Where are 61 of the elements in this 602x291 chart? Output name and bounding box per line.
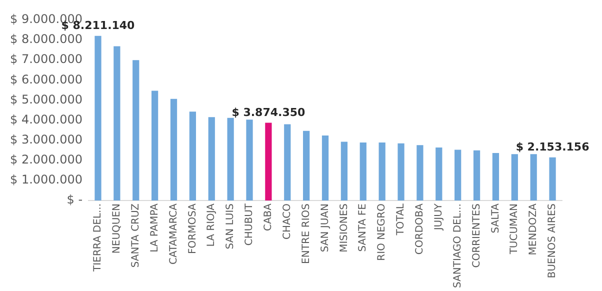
bar <box>114 46 120 200</box>
x-tick-label: SANTA FE <box>358 204 369 252</box>
bar <box>549 157 556 200</box>
y-tick-label: $ 3.000.000 <box>10 132 83 146</box>
x-tick-label: RIO NEGRO <box>376 203 388 261</box>
x-tick-label: FORMOSA <box>187 203 198 254</box>
x-tick-label: SAN LUIS <box>225 204 236 250</box>
bar <box>530 154 537 200</box>
data-label: $ 3.874.350 <box>232 106 306 120</box>
x-tick-label: CHACO <box>282 203 293 240</box>
bar <box>94 36 102 200</box>
x-tick-label: TOTAL <box>396 203 407 236</box>
y-tick-label: $ 6.000.000 <box>10 72 83 86</box>
bar <box>132 60 140 200</box>
x-tick-label: MISIONES <box>338 204 350 252</box>
bar <box>416 145 424 200</box>
x-tick-label: LA PAMPA <box>149 203 160 252</box>
bar <box>436 148 442 200</box>
x-tick-label: CHUBUT <box>244 202 256 246</box>
x-tick-label: SANTA CRUZ <box>130 203 142 268</box>
y-tick-label: $ 1.000.000 <box>10 172 83 187</box>
bar <box>454 150 462 200</box>
x-tick-label: MENDOZA <box>528 203 540 256</box>
x-tick-label: TUCUMAN <box>509 204 520 256</box>
x-tick-label: SANTIAGO DEL... <box>452 204 464 288</box>
x-tick-label: JUJUY <box>433 202 444 232</box>
bar <box>265 122 272 200</box>
x-tick-label: ENTRE RIOS <box>300 204 312 264</box>
bar <box>189 112 196 200</box>
bar <box>151 90 158 200</box>
bar <box>170 98 178 200</box>
bar <box>378 142 386 200</box>
x-tick-label: TIERRA DEL... <box>92 204 104 273</box>
y-tick-label: $ 8.000.000 <box>10 32 83 46</box>
x-tick-label: SALTA <box>490 203 502 234</box>
bar <box>303 130 310 200</box>
x-tick-label: SAN JUAN <box>320 204 331 252</box>
x-tick-label: CATAMARCA <box>168 203 180 264</box>
x-tick-label: CORDOBA <box>414 203 426 255</box>
y-tick-label: $ 2.000.000 <box>10 152 83 167</box>
bar <box>322 136 329 200</box>
x-tick-label: LA RIOJA <box>206 203 218 247</box>
bar <box>511 154 518 200</box>
bar <box>360 142 366 200</box>
x-tick-label: CABA <box>263 203 274 232</box>
y-tick-label: $ 5.000.000 <box>10 92 83 106</box>
data-label: $ 2.153.156 <box>516 140 590 154</box>
bar <box>492 152 500 200</box>
bar <box>246 120 253 200</box>
y-tick-label: $ 4.000.000 <box>10 112 83 126</box>
x-tick-label: NEUQUEN <box>112 204 123 254</box>
bar <box>208 117 215 200</box>
y-tick-label: $ - <box>66 192 83 207</box>
bar <box>473 150 480 200</box>
bar <box>227 118 234 200</box>
x-tick-label: CORRIENTES <box>471 204 482 268</box>
bar <box>340 142 348 200</box>
bar <box>284 124 291 200</box>
x-tick-label: BUENOS AIRES <box>547 204 558 278</box>
y-tick-label: $ 7.000.000 <box>10 52 83 66</box>
bar <box>398 143 404 200</box>
